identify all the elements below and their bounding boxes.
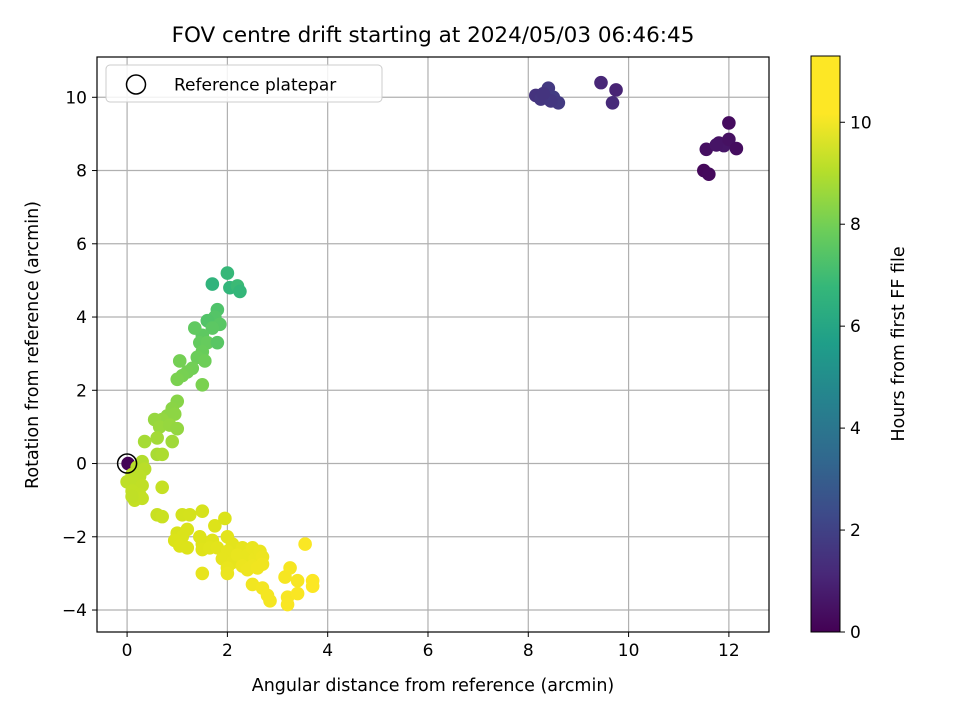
legend: Reference platepar [105, 64, 383, 103]
data-point [172, 354, 187, 368]
colorbar-tick-label: 6 [850, 317, 861, 337]
x-axis-label: Angular distance from reference (arcmin) [252, 676, 615, 696]
data-point [182, 508, 197, 522]
x-tick-label: 12 [718, 641, 740, 661]
y-tick-label: 0 [76, 455, 87, 475]
reference-platepar-marker [116, 453, 138, 474]
legend-label: Reference platepar [174, 76, 336, 96]
colorbar [810, 55, 841, 633]
colorbar-label: Hours from first FF file [889, 246, 909, 441]
data-point [536, 86, 551, 101]
data-point [187, 321, 202, 335]
data-point [290, 586, 305, 601]
chart-title: FOV centre drift starting at 2024/05/03 … [172, 23, 695, 48]
x-tick-label: 4 [322, 641, 333, 661]
data-point [702, 167, 716, 181]
x-tick-label: 2 [222, 641, 233, 661]
data-point [155, 480, 169, 495]
data-point [208, 518, 222, 533]
colorbar-tick-label: 4 [850, 419, 861, 439]
data-point [205, 321, 220, 335]
x-tick-label: 10 [618, 641, 640, 661]
data-point [298, 537, 312, 551]
colorbar-tick-label: 0 [850, 623, 861, 643]
data-point [195, 504, 210, 518]
y-tick-label: −2 [62, 528, 87, 548]
data-point [609, 83, 623, 97]
data-point [152, 420, 167, 434]
data-point [230, 548, 245, 562]
y-axis-label: Rotation from reference (arcmin) [23, 201, 43, 489]
data-point [167, 407, 182, 421]
data-point [290, 573, 305, 588]
data-point [180, 540, 195, 555]
legend-marker-icon [125, 74, 147, 95]
data-point [155, 509, 169, 524]
colorbar-tick-label: 10 [850, 113, 872, 133]
y-axis-ticks: −4 −2 0 2 4 6 8 10 [62, 88, 97, 621]
data-point [137, 434, 152, 449]
colorbar-tick-label: 8 [850, 215, 861, 235]
data-point [205, 277, 220, 291]
data-point [220, 266, 235, 280]
data-point [263, 594, 277, 608]
data-point [150, 431, 164, 445]
data-point [155, 447, 169, 462]
data-point [729, 141, 744, 156]
data-point [233, 284, 247, 299]
y-tick-label: 10 [65, 88, 87, 108]
data-point [605, 95, 620, 110]
data-point [170, 372, 185, 387]
data-point [280, 597, 295, 612]
y-tick-label: 8 [76, 162, 87, 182]
data-point [594, 75, 608, 90]
data-point [135, 491, 149, 506]
data-point [722, 132, 736, 147]
y-tick-label: 6 [76, 235, 87, 255]
x-axis-ticks: 0 2 4 6 8 10 12 [122, 632, 740, 661]
legend-box [105, 64, 383, 103]
data-point [170, 421, 185, 436]
data-point [283, 561, 297, 575]
x-tick-label: 6 [423, 641, 434, 661]
data-point [722, 116, 736, 130]
y-tick-label: 4 [76, 308, 87, 328]
colorbar-tick-label: 2 [850, 521, 861, 541]
data-points [116, 75, 744, 612]
data-point [255, 557, 270, 572]
y-tick-label: 2 [76, 381, 87, 401]
data-point [218, 511, 232, 526]
data-point [165, 434, 180, 449]
data-point [210, 335, 225, 350]
y-tick-label: −4 [62, 601, 87, 621]
data-point [220, 566, 235, 581]
x-tick-label: 8 [523, 641, 534, 661]
data-point [195, 377, 210, 392]
data-point [125, 489, 139, 504]
plot-frame [96, 56, 770, 633]
data-point [305, 579, 320, 594]
colorbar-ticks: 0 2 4 6 8 10 [840, 113, 872, 643]
data-point [709, 138, 724, 152]
data-point [195, 566, 210, 581]
x-tick-label: 0 [122, 641, 133, 661]
data-point [198, 354, 212, 368]
